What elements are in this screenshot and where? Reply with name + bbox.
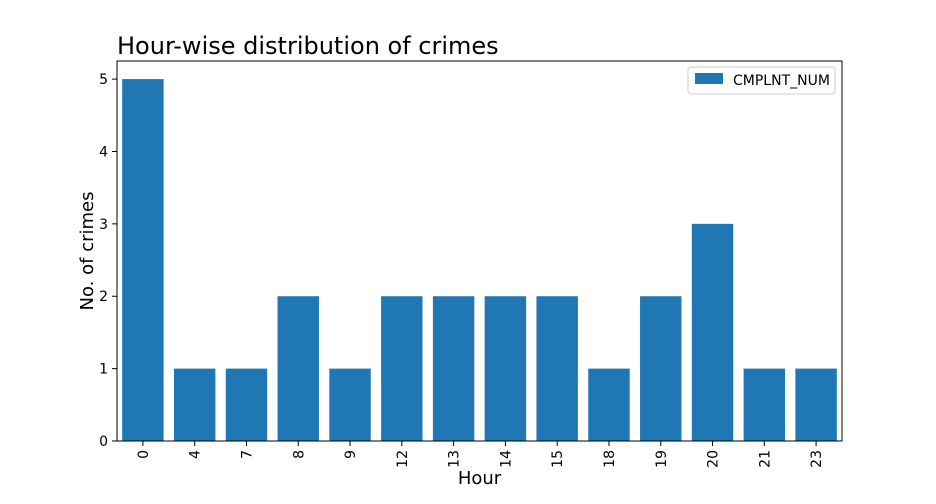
x-tick-label: 12 <box>395 450 411 468</box>
x-tick-label: 23 <box>809 450 825 468</box>
chart-title: Hour-wise distribution of crimes <box>117 32 499 60</box>
plot-frame <box>116 60 843 442</box>
bar-hour-4 <box>173 368 216 441</box>
x-tick-label: 21 <box>757 450 773 468</box>
y-tick-label: 5 <box>99 72 108 88</box>
x-axis-label: Hour <box>458 468 502 489</box>
y-tick-label: 0 <box>99 434 108 450</box>
y-axis: 0 1 2 3 4 5 <box>99 72 117 450</box>
legend-box <box>687 66 836 95</box>
x-tick-label: 14 <box>498 450 514 468</box>
x-tick-label: 15 <box>550 450 566 468</box>
legend-label: CMPLNT_NUM <box>733 73 830 89</box>
bar-hour-18 <box>588 368 630 441</box>
y-tick-label: 2 <box>99 289 108 305</box>
y-tick-label: 1 <box>99 362 108 378</box>
bar-hour-8 <box>277 296 319 441</box>
bar-hour-0 <box>122 79 164 441</box>
bar-group <box>122 79 837 441</box>
x-tick-label: 8 <box>291 450 307 459</box>
bar-hour-13 <box>432 296 475 441</box>
x-tick-label: 9 <box>343 450 359 459</box>
x-tick-label: 7 <box>239 450 255 459</box>
bar-hour-14 <box>484 296 527 441</box>
legend-swatch <box>695 73 723 84</box>
x-tick-label: 0 <box>136 450 152 459</box>
y-tick-label: 4 <box>99 144 108 160</box>
x-tick-label: 4 <box>188 450 204 459</box>
bar-hour-15 <box>536 296 578 441</box>
legend: CMPLNT_NUM <box>687 66 836 95</box>
bar-hour-19 <box>640 296 682 441</box>
bar-hour-9 <box>329 368 371 441</box>
y-axis-label: No. of crimes <box>77 192 98 311</box>
bar-hour-21 <box>743 368 786 441</box>
x-tick-label: 13 <box>447 450 463 468</box>
x-tick-label: 20 <box>706 450 722 468</box>
bar-hour-20 <box>691 223 734 441</box>
bar-hour-12 <box>381 296 423 441</box>
x-axis: 0 4 7 8 9 12 13 14 15 18 19 20 21 23 <box>136 441 825 468</box>
bar-hour-7 <box>225 368 268 441</box>
x-tick-label: 18 <box>602 450 618 468</box>
x-tick-label: 19 <box>654 450 670 468</box>
y-tick-label: 3 <box>99 217 108 233</box>
bar-hour-23 <box>795 368 837 441</box>
